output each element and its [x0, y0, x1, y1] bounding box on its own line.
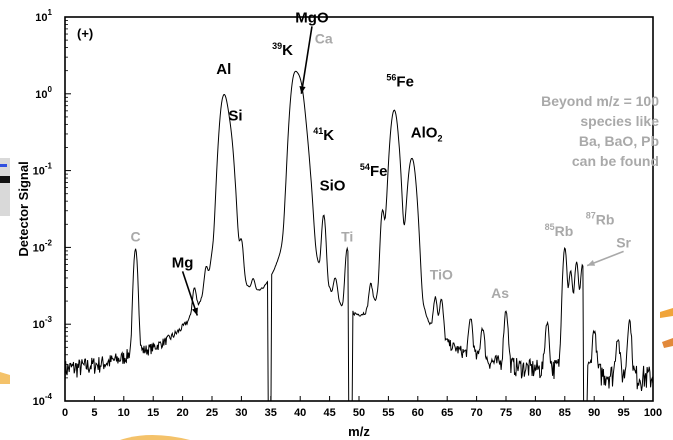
arrowhead-mgo — [299, 86, 306, 94]
peak-label-rb85: 85Rb — [545, 222, 574, 239]
peak-label-fe56: 56Fe — [386, 72, 414, 90]
peak-label-c: C — [130, 228, 140, 244]
peak-label-ti: Ti — [341, 228, 353, 244]
y-tick-label: 100 — [35, 85, 52, 101]
x-tick-label: 30 — [235, 407, 247, 419]
x-tick-label: 25 — [206, 407, 218, 419]
peak-label-si: Si — [228, 107, 242, 124]
x-tick-label: 95 — [617, 407, 629, 419]
x-tick-label: 5 — [91, 407, 97, 419]
x-tick-label: 90 — [588, 407, 600, 419]
note-line: can be found — [572, 153, 659, 169]
arrow-mgo — [300, 26, 313, 94]
peak-label-k41: 41K — [313, 126, 334, 144]
x-tick-label: 85 — [559, 407, 571, 419]
x-tick-label: 40 — [294, 407, 306, 419]
y-tick-label: 10-3 — [33, 315, 53, 331]
polarity-label: (+) — [77, 26, 93, 41]
x-tick-label: 45 — [323, 407, 335, 419]
x-tick-label: 70 — [470, 407, 482, 419]
y-tick-label: 10-1 — [33, 162, 53, 178]
x-axis-title: m/z — [348, 424, 370, 439]
arrowhead-mg — [192, 307, 198, 316]
note-box: Beyond m/z = 100 species like Ba, BaO, P… — [541, 93, 659, 169]
note-line: Beyond m/z = 100 — [541, 93, 659, 109]
arrow-mg — [181, 271, 199, 316]
peak-label-mgo: MgO — [295, 9, 329, 26]
note-line: species like — [580, 113, 659, 129]
peak-label-al: Al — [216, 61, 231, 78]
x-axis: 0 5 10 15 20 25 30 35 40 45 50 55 60 65 70 75 80 85 90 95 10… — [62, 396, 662, 419]
x-tick-label: 80 — [529, 407, 541, 419]
peak-label-alo2: AlO2 — [411, 124, 443, 143]
peak-label-sr: Sr — [616, 234, 631, 250]
x-tick-label: 10 — [118, 407, 130, 419]
background-decoration — [0, 158, 673, 440]
peak-label-fe54: 54Fe — [360, 162, 388, 180]
y-axis-title: Detector Signal — [16, 161, 31, 256]
peak-label-as: As — [491, 285, 509, 301]
peak-label-rb87: 87Rb — [586, 210, 615, 227]
plot-area — [64, 16, 654, 402]
x-tick-label: 75 — [500, 407, 512, 419]
note-line: Ba, BaO, Pb — [579, 133, 659, 149]
x-tick-label: 0 — [62, 407, 68, 419]
x-tick-label: 55 — [382, 407, 394, 419]
x-tick-label: 65 — [441, 407, 453, 419]
x-tick-label: 15 — [147, 407, 159, 419]
x-tick-label: 20 — [176, 407, 188, 419]
y-tick-label: 101 — [35, 8, 52, 24]
x-tick-label: 35 — [265, 407, 277, 419]
peak-label-k39: 39K — [272, 41, 293, 59]
x-tick-label: 60 — [412, 407, 424, 419]
y-axis: 101 100 10-1 10-2 10-3 10-4 — [33, 8, 71, 408]
spectrum-series-line — [64, 70, 654, 402]
x-tick-label: 50 — [353, 407, 365, 419]
y-tick-label: 10-4 — [33, 392, 53, 408]
x-tick-label: 100 — [644, 407, 662, 419]
y-tick-label: 10-2 — [33, 238, 53, 254]
peak-label-sio: SiO — [320, 178, 346, 195]
peak-label-mg: Mg — [172, 254, 194, 271]
peak-label-tio: TiO — [430, 267, 453, 283]
peak-label-ca: Ca — [315, 31, 333, 47]
arrowhead-sr — [587, 259, 596, 266]
